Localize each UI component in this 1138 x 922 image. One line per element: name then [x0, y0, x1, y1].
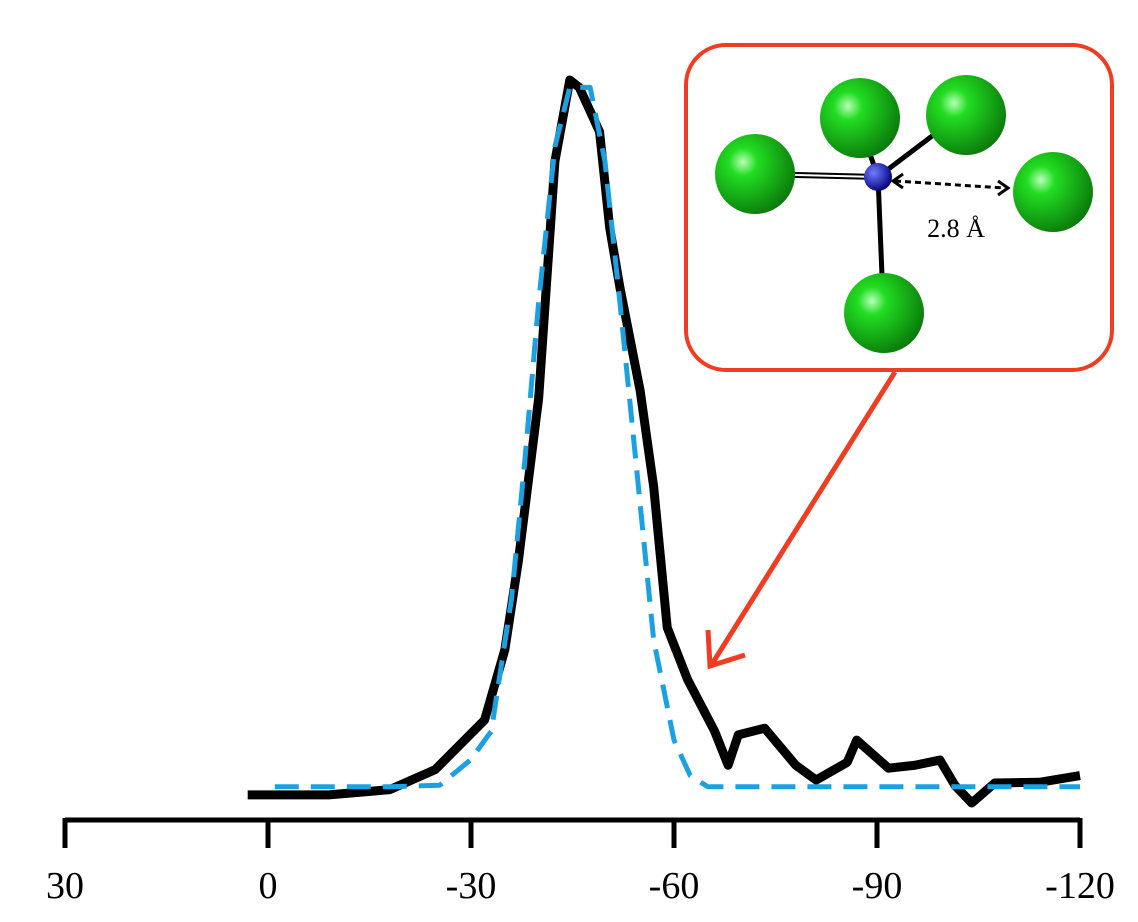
atom — [820, 78, 900, 158]
atom — [926, 75, 1006, 155]
x-tick-label: -30 — [446, 865, 497, 907]
molecule: 2.8 Å — [715, 75, 1093, 353]
x-tick-label: 30 — [46, 865, 84, 907]
distance-arrowhead — [890, 172, 904, 190]
distance-arrowhead — [997, 179, 1011, 197]
x-tick-label: 0 — [259, 865, 278, 907]
distance-marker — [894, 179, 1006, 190]
pointer-arrowhead — [705, 629, 746, 670]
x-tick-label: -60 — [649, 865, 700, 907]
x-tick-label: -90 — [852, 865, 903, 907]
distance-label: 2.8 Å — [927, 214, 985, 243]
central-atom — [864, 163, 892, 191]
x-tick-label: -120 — [1045, 865, 1115, 907]
plot-area: 30 0 -30 -60 -90 -120 — [46, 75, 1115, 907]
pointer-arrow — [709, 370, 898, 666]
series-line — [274, 84, 1080, 790]
atom — [844, 273, 924, 353]
atom — [715, 134, 795, 214]
inset: 2.8 Å — [684, 43, 1114, 670]
inset-frame — [684, 43, 1114, 372]
atom — [1013, 152, 1093, 232]
